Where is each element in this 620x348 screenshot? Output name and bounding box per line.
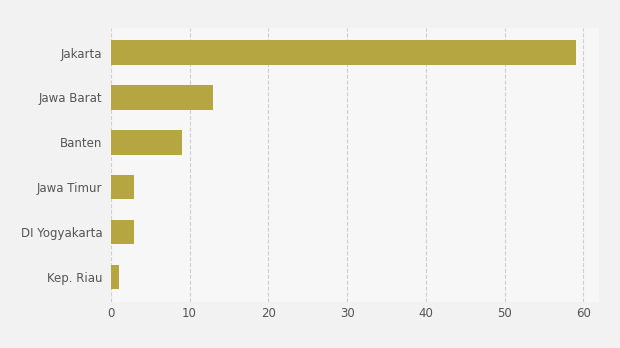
Bar [111,220,135,244]
Bar [111,85,213,110]
Bar [111,264,118,289]
Bar [111,40,575,65]
Bar [111,175,135,199]
Bar [111,130,182,155]
